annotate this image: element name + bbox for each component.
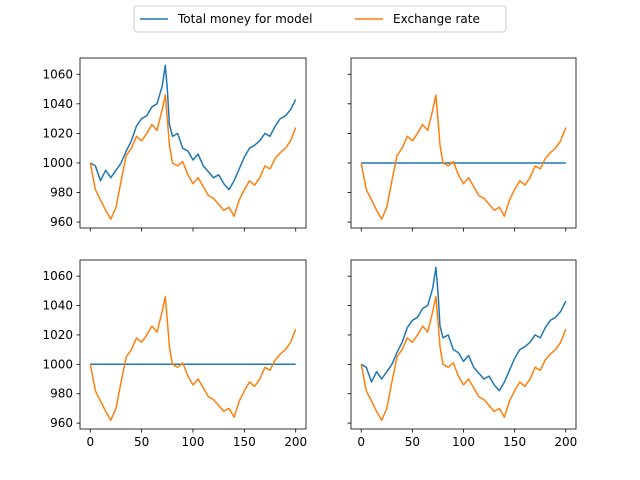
series-line-total-money [89,64,297,191]
y-tick-label: 960 [50,416,73,430]
series-line-exchange-rate [360,295,567,421]
series-line-exchange-rate [360,94,567,220]
axes-frame [79,57,307,229]
x-tick-label: 0 [86,435,94,449]
axes-frame [79,259,307,430]
y-tick-label: 1040 [42,299,73,313]
series-line-total-money [360,266,567,392]
x-tick-label: 200 [284,435,307,449]
x-tick-label: 200 [554,435,577,449]
legend-label-total-money: Total money for model [177,12,312,26]
x-tick-label: 100 [452,435,475,449]
x-tick-label: 50 [134,435,149,449]
y-tick-label: 1060 [42,269,73,283]
x-tick-label: 150 [233,435,256,449]
y-tick-label: 980 [50,387,73,401]
y-tick-label: 980 [50,186,73,200]
y-tick-label: 1000 [42,156,73,170]
axes-frame [350,57,577,229]
subplot-top-left: 960 980 1000 1020 1040 1060 [42,57,307,232]
y-tick-label: 1040 [42,97,73,111]
y-tick-label: 1020 [42,126,73,140]
y-tick-label: 1020 [42,328,73,342]
y-tick-label: 1060 [42,67,73,81]
x-tick-label: 0 [357,435,365,449]
y-tick-label: 1000 [42,357,73,371]
x-tick-label: 50 [405,435,420,449]
subplot-top-right [347,57,577,232]
subplot-bottom-right: 0 50 100 150 200 [347,259,577,449]
legend-frame [133,5,507,33]
x-tick-label: 150 [503,435,526,449]
subplot-bottom-left: 0 50 100 150 200 960 980 1000 1020 1040 1060 [42,259,307,449]
x-tick-label: 100 [182,435,205,449]
series-line-exchange-rate [89,295,297,421]
legend: Total money for model Exchange rate [133,5,507,33]
y-tick-label: 960 [50,215,73,229]
legend-label-exchange-rate: Exchange rate [393,12,480,26]
axes-frame [350,259,577,430]
series-line-exchange-rate [89,94,297,220]
